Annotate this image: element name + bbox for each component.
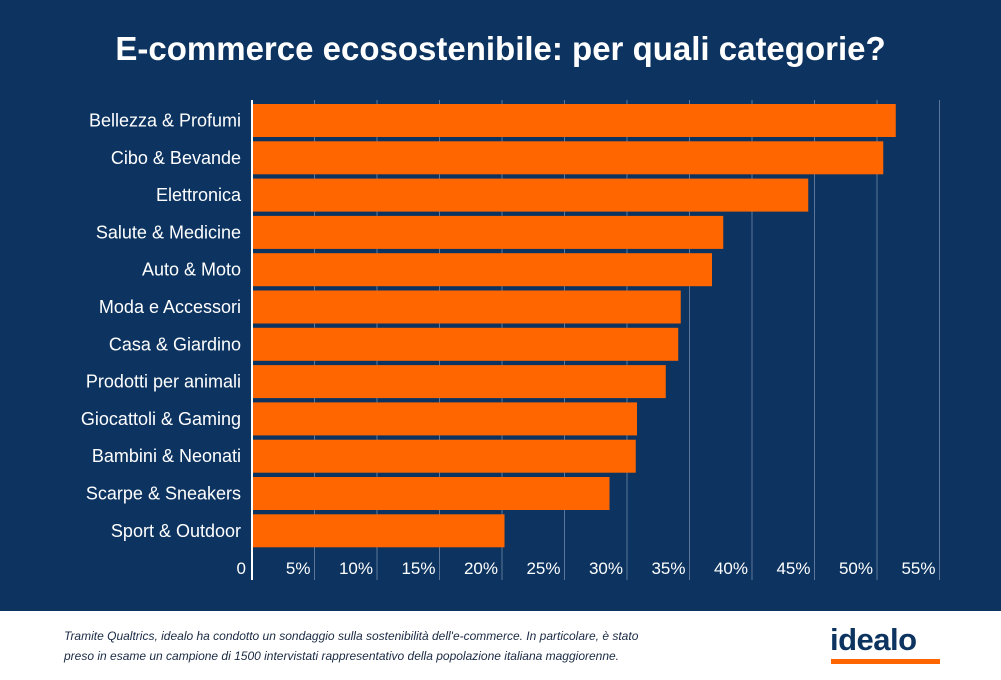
category-label: Scarpe & Sneakers <box>86 484 241 504</box>
bar <box>252 365 666 399</box>
category-label: Giocattoli & Gaming <box>81 409 241 429</box>
category-label: Salute & Medicine <box>96 222 241 242</box>
category-label: Auto & Moto <box>142 260 241 280</box>
category-label: Sport & Outdoor <box>111 521 241 541</box>
chart-panel: E-commerce ecosostenibile: per quali cat… <box>0 0 1001 611</box>
bar <box>252 327 679 361</box>
x-tick-label: 15% <box>401 559 435 578</box>
x-tick-label: 20% <box>464 559 498 578</box>
x-tick-label: 55% <box>901 559 935 578</box>
bar <box>252 477 610 510</box>
footnote-line-2: preso in esame un campione di 1500 inter… <box>64 649 620 663</box>
bar <box>252 178 809 212</box>
chart-title: E-commerce ecosostenibile: per quali cat… <box>115 30 886 67</box>
category-labels: Bellezza & Profumi Cibo & Bevande Elettron… <box>81 111 242 541</box>
category-label: Casa & Giardino <box>109 334 241 354</box>
x-tick-label: 40% <box>714 559 748 578</box>
footnote-line-1: Tramite Qualtrics, idealo ha condotto un… <box>64 629 639 643</box>
x-tick-label: 25% <box>526 559 560 578</box>
category-label: Moda e Accessori <box>99 297 241 317</box>
logo-underline <box>831 659 940 664</box>
bar-chart: Bellezza & Profumi Cibo & Bevande Elettron… <box>81 100 940 580</box>
x-tick-label: 50% <box>839 559 873 578</box>
category-label: Elettronica <box>156 185 242 205</box>
bar <box>252 104 896 137</box>
x-tick-label: 30% <box>589 559 623 578</box>
x-tick-label: 35% <box>651 559 685 578</box>
bar <box>252 514 505 548</box>
bar <box>252 141 884 175</box>
bars <box>252 104 896 548</box>
bar <box>252 402 637 436</box>
x-tick-label: 45% <box>776 559 810 578</box>
category-label: Cibo & Bevande <box>111 148 241 168</box>
category-label: Bellezza & Profumi <box>89 111 241 131</box>
footnote: Tramite Qualtrics, idealo ha condotto un… <box>64 626 684 666</box>
footer: Tramite Qualtrics, idealo ha condotto un… <box>0 611 1001 680</box>
bar <box>252 215 724 249</box>
x-tick-label: 10% <box>339 559 373 578</box>
category-label: Bambini & Neonati <box>92 446 241 466</box>
x-tick-label: 5% <box>286 559 311 578</box>
bar <box>252 253 712 287</box>
idealo-logo: idealo <box>830 622 942 664</box>
x-tick-label: 0 <box>237 559 246 578</box>
category-label: Prodotti per animali <box>86 372 241 392</box>
bar <box>252 439 636 473</box>
bar <box>252 290 681 324</box>
x-tick-labels: 0 5% 10% 15% 20% 25% 30% 35% 40% 45% 50% 55% <box>237 559 936 578</box>
logo-text: idealo <box>830 622 917 657</box>
